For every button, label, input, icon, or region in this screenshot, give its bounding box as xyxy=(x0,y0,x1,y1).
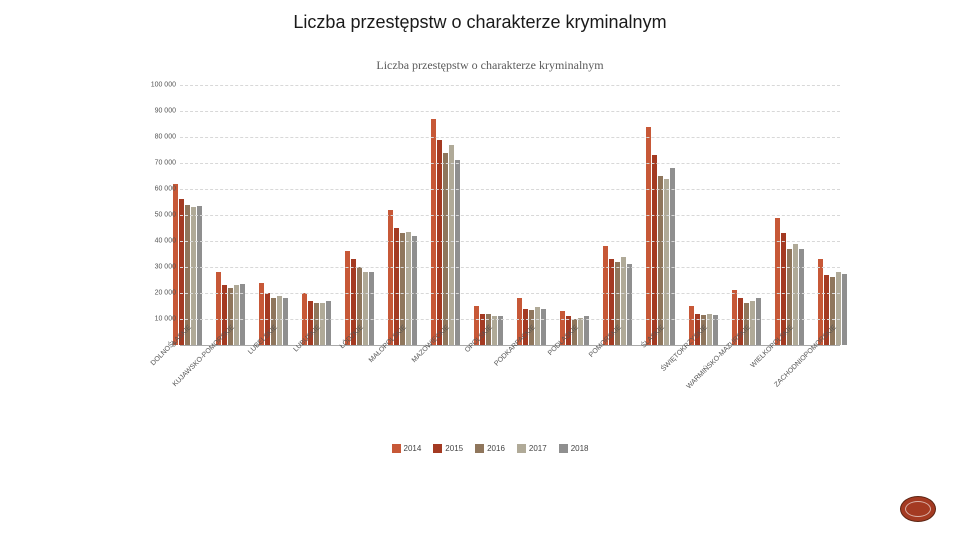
legend: 2014 2015 2016 2017 2018 xyxy=(140,444,840,453)
y-tick-label: 40 000 xyxy=(128,238,176,245)
legend-label: 2017 xyxy=(529,444,547,453)
page-title-text: Liczba przestępstw o charakterze krymina… xyxy=(293,12,666,32)
chart-title: Liczba przestępstw o charakterze krymina… xyxy=(140,58,840,73)
x-tick-label: MAŁOPOLSKIE xyxy=(367,324,407,364)
y-tick-label: 50 000 xyxy=(128,212,176,219)
bar xyxy=(646,127,651,345)
x-tick-label: PODKARPACKIE xyxy=(493,324,537,368)
x-tick-label: POMORSKIE xyxy=(588,324,623,359)
legend-swatch xyxy=(517,444,526,453)
legend-swatch xyxy=(392,444,401,453)
y-tick-label: 70 000 xyxy=(128,160,176,167)
page-title: Liczba przestępstw o charakterze krymina… xyxy=(0,12,960,33)
x-tick-label: PODLASKIE xyxy=(546,324,579,357)
y-tick-label: 90 000 xyxy=(128,108,176,115)
bar xyxy=(652,155,657,345)
gridline xyxy=(180,163,840,164)
bar xyxy=(449,145,454,345)
y-tick-label: 30 000 xyxy=(128,264,176,271)
x-tick-label: LUBUSKIE xyxy=(292,324,321,353)
bar xyxy=(437,140,442,345)
gridline xyxy=(180,267,840,268)
legend-item: 2016 xyxy=(475,444,505,453)
legend-swatch xyxy=(433,444,442,453)
legend-item: 2014 xyxy=(392,444,422,453)
legend-label: 2014 xyxy=(404,444,422,453)
gridline xyxy=(180,137,840,138)
plot-area: 010 00020 00030 00040 00050 00060 00070 … xyxy=(180,85,840,346)
x-axis-labels: DOLNOŚLĄSKIEKUJAWSKO-POMORSKIELUBELSKIEL… xyxy=(180,318,840,410)
gridline xyxy=(180,189,840,190)
legend-label: 2016 xyxy=(487,444,505,453)
gridline xyxy=(180,85,840,86)
y-tick-label: 20 000 xyxy=(128,290,176,297)
gridline xyxy=(180,241,840,242)
x-tick-label: ŁÓDZKIE xyxy=(338,324,364,350)
x-tick-label: MAZOWIECKIE xyxy=(410,324,450,364)
legend-item: 2017 xyxy=(517,444,547,453)
legend-item: 2018 xyxy=(559,444,589,453)
gridline xyxy=(180,111,840,112)
x-tick-label: ŚLĄSKIE xyxy=(640,324,666,350)
gridline xyxy=(180,215,840,216)
legend-label: 2015 xyxy=(445,444,463,453)
y-tick-label: 60 000 xyxy=(128,186,176,193)
legend-swatch xyxy=(475,444,484,453)
x-tick-label: WIELKOPOLSKIE xyxy=(749,324,794,369)
x-tick-label: OPOLSKIE xyxy=(463,324,493,354)
legend-item: 2015 xyxy=(433,444,463,453)
slide-badge-icon xyxy=(900,496,936,522)
bar xyxy=(431,119,436,345)
bar xyxy=(842,274,847,346)
x-tick-label: LUBELSKIE xyxy=(247,324,279,356)
gridline xyxy=(180,293,840,294)
bar xyxy=(443,153,448,345)
y-tick-label: 100 000 xyxy=(128,82,176,89)
legend-label: 2018 xyxy=(571,444,589,453)
y-tick-label: 10 000 xyxy=(128,316,176,323)
chart-container: Liczba przestępstw o charakterze krymina… xyxy=(140,58,840,453)
x-tick-label: ŚWIĘTOKRZYSKIE xyxy=(660,324,709,373)
legend-swatch xyxy=(559,444,568,453)
y-tick-label: 80 000 xyxy=(128,134,176,141)
